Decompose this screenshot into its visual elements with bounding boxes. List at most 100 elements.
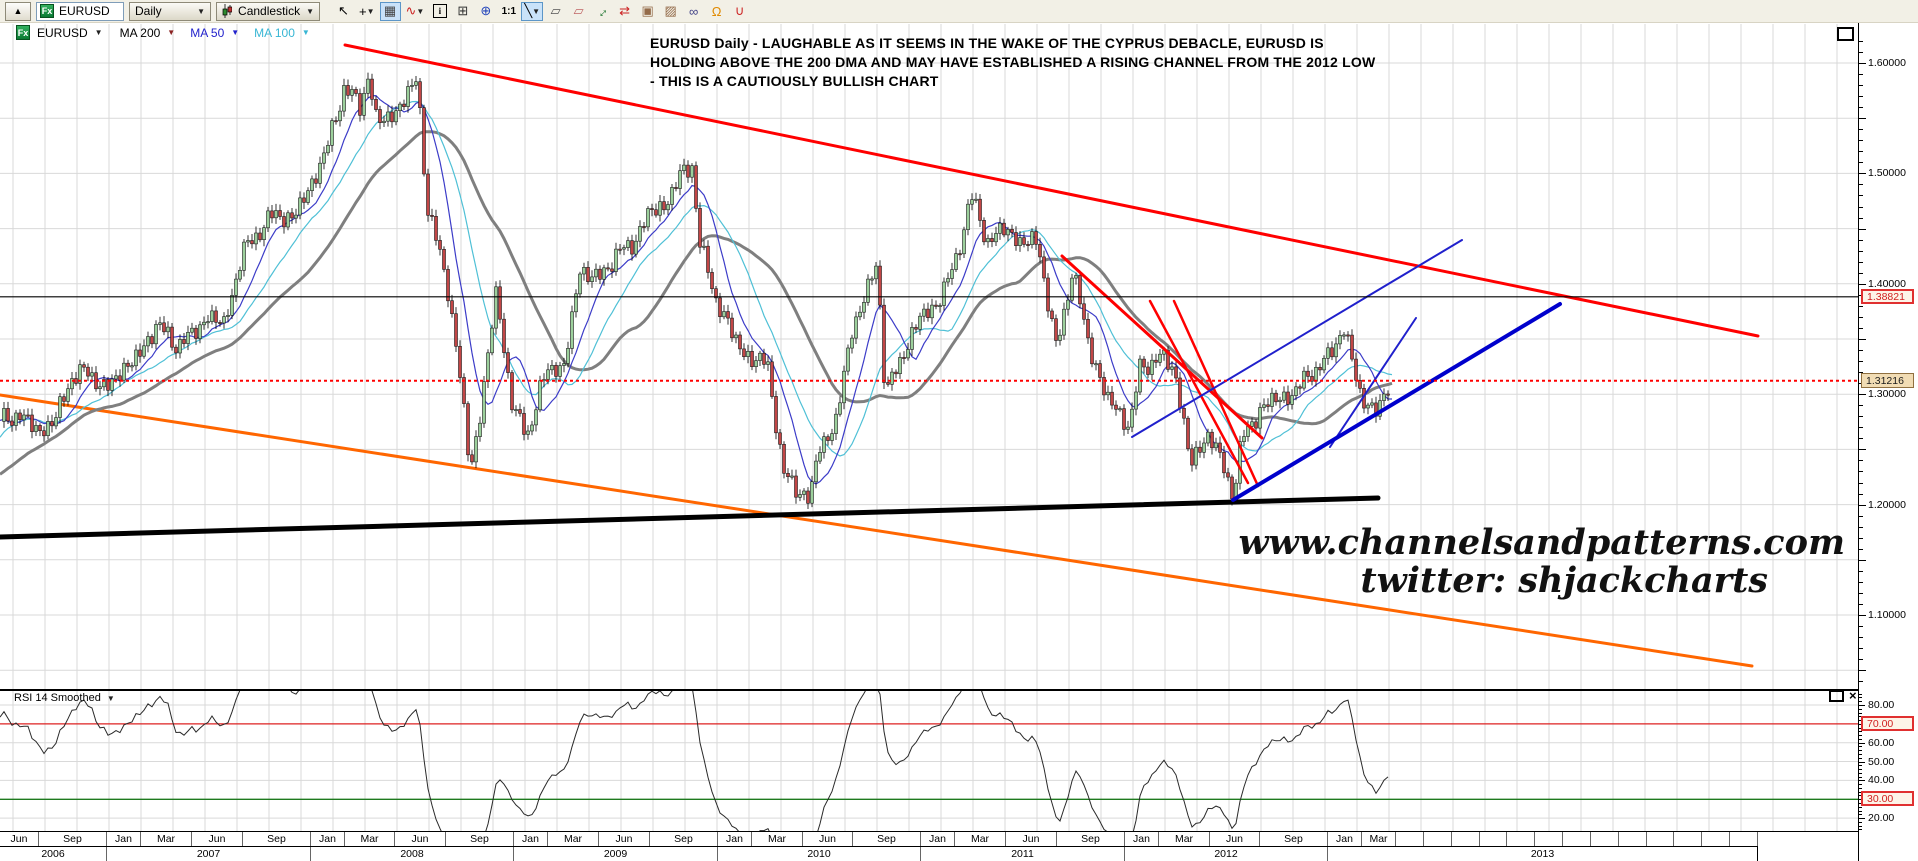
future-month-cell	[1534, 832, 1535, 846]
chevron-down-icon: ▼	[197, 6, 205, 16]
axis-tick	[1859, 762, 1865, 763]
year-cell: 2010	[717, 847, 920, 861]
rsi-axis-label: 60.00	[1868, 737, 1895, 749]
axis-tick	[1859, 427, 1863, 428]
alerts-tool[interactable]: Ω	[706, 2, 727, 21]
zoom-ratio-tool[interactable]: 1:1	[498, 2, 519, 21]
month-cell: Jun	[1005, 832, 1056, 846]
snapshot-tool[interactable]: ▣	[637, 2, 658, 21]
trendline-blue-channel-lower	[1231, 302, 1562, 502]
magnet-icon: ∪	[734, 3, 745, 18]
axis-tick	[1859, 273, 1863, 274]
month-cell: Sep	[649, 832, 717, 846]
restore-window-icon[interactable]	[1837, 27, 1854, 41]
axis-tick	[1859, 74, 1863, 75]
axis-tick	[1859, 615, 1866, 616]
axis-tick	[1859, 361, 1863, 362]
legend-ma50[interactable]: MA 50	[190, 25, 225, 40]
trendline-red-2011	[1060, 254, 1264, 440]
axis-tick	[1859, 207, 1863, 208]
rsi-chart-canvas[interactable]	[0, 690, 1858, 832]
chevron-down-icon[interactable]: ▼	[106, 693, 115, 703]
axis-tick	[1859, 826, 1862, 827]
data-box-icon: i	[432, 4, 447, 18]
magnet-tool[interactable]: ∪	[729, 2, 750, 21]
line-icon: ╲	[524, 3, 533, 18]
pointer-tool[interactable]: ↖	[333, 2, 354, 21]
resize-arrows-tool[interactable]: ↔	[591, 1, 612, 21]
month-cell: Sep	[445, 832, 513, 846]
chevron-down-icon[interactable]: ▼	[167, 28, 176, 37]
add-chart-panel-tool[interactable]: ⊞	[452, 2, 473, 21]
indicator-icon: ∿	[405, 3, 417, 18]
axis-tick	[1859, 731, 1862, 732]
trendline-red-steep-1	[1148, 299, 1250, 485]
axis-tick	[1859, 505, 1866, 506]
link-tool[interactable]: ∞	[683, 2, 704, 21]
trendline-blue-inner	[1329, 317, 1417, 448]
grid-tool[interactable]: ▦	[379, 1, 401, 21]
axis-tick	[1859, 765, 1862, 766]
axis-tick	[1859, 803, 1862, 804]
future-month-cell	[1506, 832, 1507, 846]
axis-tick	[1859, 350, 1863, 351]
axis-tick	[1859, 705, 1865, 706]
month-cell: Sep	[38, 832, 106, 846]
instrument-input[interactable]	[57, 3, 121, 19]
ma200-line	[0, 130, 1393, 476]
month-cell: Jan	[310, 832, 344, 846]
axis-tick	[1859, 52, 1863, 53]
axis-tick	[1859, 483, 1863, 484]
axis-tick	[1859, 670, 1866, 671]
panel-divider[interactable]	[0, 689, 1858, 691]
zoom-in-tool[interactable]: ⊕	[475, 2, 496, 21]
year-cell: 2007	[106, 847, 310, 861]
chevron-down-icon: ▼	[532, 6, 541, 16]
indicator-tool[interactable]: ∿ ▼	[403, 2, 428, 21]
chevron-down-icon[interactable]: ▼	[94, 28, 103, 37]
axis-tick	[1859, 317, 1863, 318]
legend-ma100[interactable]: MA 100	[254, 25, 295, 40]
future-month-cell	[1590, 832, 1591, 846]
axis-tick	[1859, 795, 1862, 796]
line-tool[interactable]: ╲ ▼	[521, 1, 544, 21]
watermark-twitter: twitter: shjackcharts	[1360, 560, 1768, 601]
axis-tick	[1859, 701, 1862, 702]
axis-tick	[1859, 780, 1865, 781]
price-axis[interactable]: 1.60000 1.50000 1.40000 1.30000 1.20000 1.100…	[1858, 23, 1918, 861]
period-select[interactable]: Daily ▼	[129, 1, 211, 21]
axis-tick	[1859, 328, 1863, 329]
axis-tick	[1859, 240, 1863, 241]
collapse-toolbar-button[interactable]: ▲	[5, 1, 31, 21]
chevron-down-icon[interactable]: ▼	[231, 28, 240, 37]
price-chart-canvas[interactable]	[0, 0, 1858, 689]
axis-tick	[1859, 777, 1862, 778]
price-axis-label: 1.20000	[1868, 499, 1906, 511]
eraser-alert-tool[interactable]: ▱	[568, 2, 589, 21]
eraser-tool[interactable]: ▱	[545, 2, 566, 21]
future-month-cell	[1423, 832, 1424, 846]
rsi-indicator-label[interactable]: RSI 14 Smoothed ▼	[14, 692, 115, 704]
axis-tick	[1859, 394, 1866, 395]
rsi-bottom-border	[0, 831, 1858, 832]
chart-style-select[interactable]: Candlestick ▼	[216, 1, 320, 21]
axis-tick	[1859, 709, 1862, 710]
axis-tick	[1859, 494, 1863, 495]
chevron-down-icon[interactable]: ▼	[301, 28, 310, 37]
markers-tool[interactable]: ⇄	[614, 2, 635, 21]
data-box-tool[interactable]: i	[429, 2, 450, 21]
chart-annotation: EURUSD Daily - LAUGHABLE AS IT SEEMS IN …	[650, 34, 1375, 91]
region-tool[interactable]: ▨	[660, 2, 681, 21]
legend-symbol[interactable]: EURUSD	[37, 25, 88, 40]
legend-ma200[interactable]: MA 200	[119, 25, 161, 40]
crosshair-tool[interactable]: + ▼	[356, 2, 378, 21]
month-cell: Sep	[1056, 832, 1124, 846]
date-axis[interactable]: Jun Sep Jan Mar Jun Sep Jan Mar Jun Sep Jan Mar Jun S…	[0, 832, 1758, 861]
ma-lines	[0, 94, 1393, 485]
axis-tick	[1859, 571, 1863, 572]
annotation-line-3: - THIS IS A CAUTIOUSLY BULLISH CHART	[650, 73, 939, 89]
axis-tick	[1859, 788, 1862, 789]
axis-tick	[1859, 814, 1862, 815]
restore-panel-icon[interactable]	[1829, 690, 1844, 702]
close-panel-icon[interactable]: ×	[1849, 688, 1857, 703]
